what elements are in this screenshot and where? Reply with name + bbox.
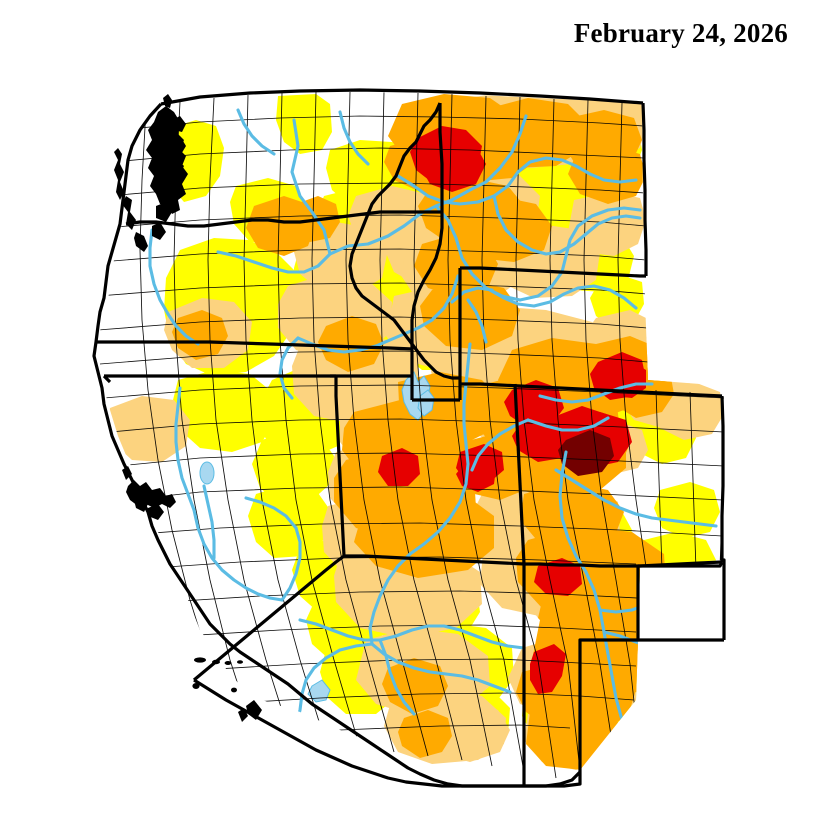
- county-boundaries: [97, 92, 725, 779]
- page-title: February 24, 2026: [573, 18, 788, 48]
- drought-shading-layer: [96, 92, 726, 784]
- state-boundaries: [92, 88, 726, 788]
